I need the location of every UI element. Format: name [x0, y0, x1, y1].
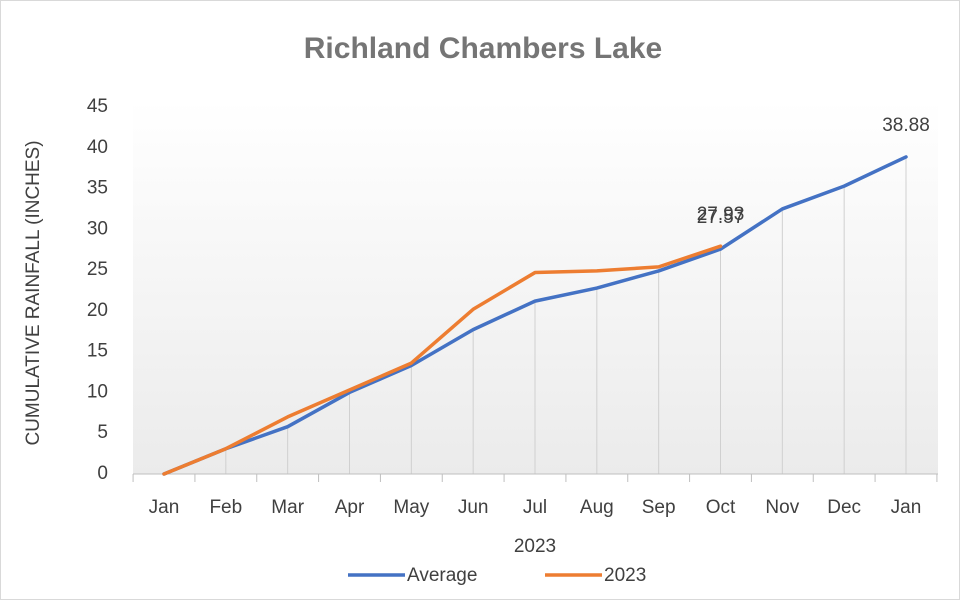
x-tick-label: Apr — [335, 497, 365, 518]
legend-label: Average — [407, 565, 477, 586]
x-tick-label: Feb — [209, 497, 242, 518]
x-tick-label: Mar — [271, 497, 304, 518]
x-tick-label: Jan — [891, 497, 922, 518]
series-line — [162, 155, 908, 476]
x-tick-label: Jul — [523, 497, 547, 518]
y-tick-label: 40 — [87, 137, 108, 158]
y-axis-label: CUMULATIVE RAINFALL (INCHES) — [23, 140, 44, 445]
chart-title: Richland Chambers Lake — [304, 32, 662, 65]
x-tick-label: Dec — [827, 497, 861, 518]
y-tick-label: 30 — [87, 218, 108, 239]
y-tick-label: 0 — [97, 463, 108, 484]
series-line — [162, 244, 723, 476]
y-tick-label: 45 — [87, 96, 108, 117]
y-tick-label: 10 — [87, 381, 108, 402]
x-tick-label: Jan — [149, 497, 180, 518]
x-tick-label: Aug — [580, 497, 614, 518]
data-label: 27.57 — [697, 207, 745, 228]
y-tick-label: 15 — [87, 341, 108, 362]
x-tick-label: Oct — [706, 497, 736, 518]
x-tick-label: Sep — [642, 497, 676, 518]
x-axis-label: 2023 — [514, 536, 556, 557]
legend-label: 2023 — [604, 565, 646, 586]
data-label: 38.88 — [882, 115, 930, 136]
data-label: 27.93 — [697, 204, 745, 225]
y-tick-label: 35 — [87, 178, 108, 199]
x-tick-label: May — [393, 497, 429, 518]
y-tick-label: 20 — [87, 300, 108, 321]
y-tick-label: 25 — [87, 259, 108, 280]
x-tick-label: Nov — [765, 497, 799, 518]
x-tick-label: Jun — [458, 497, 489, 518]
y-tick-label: 5 — [97, 422, 108, 443]
